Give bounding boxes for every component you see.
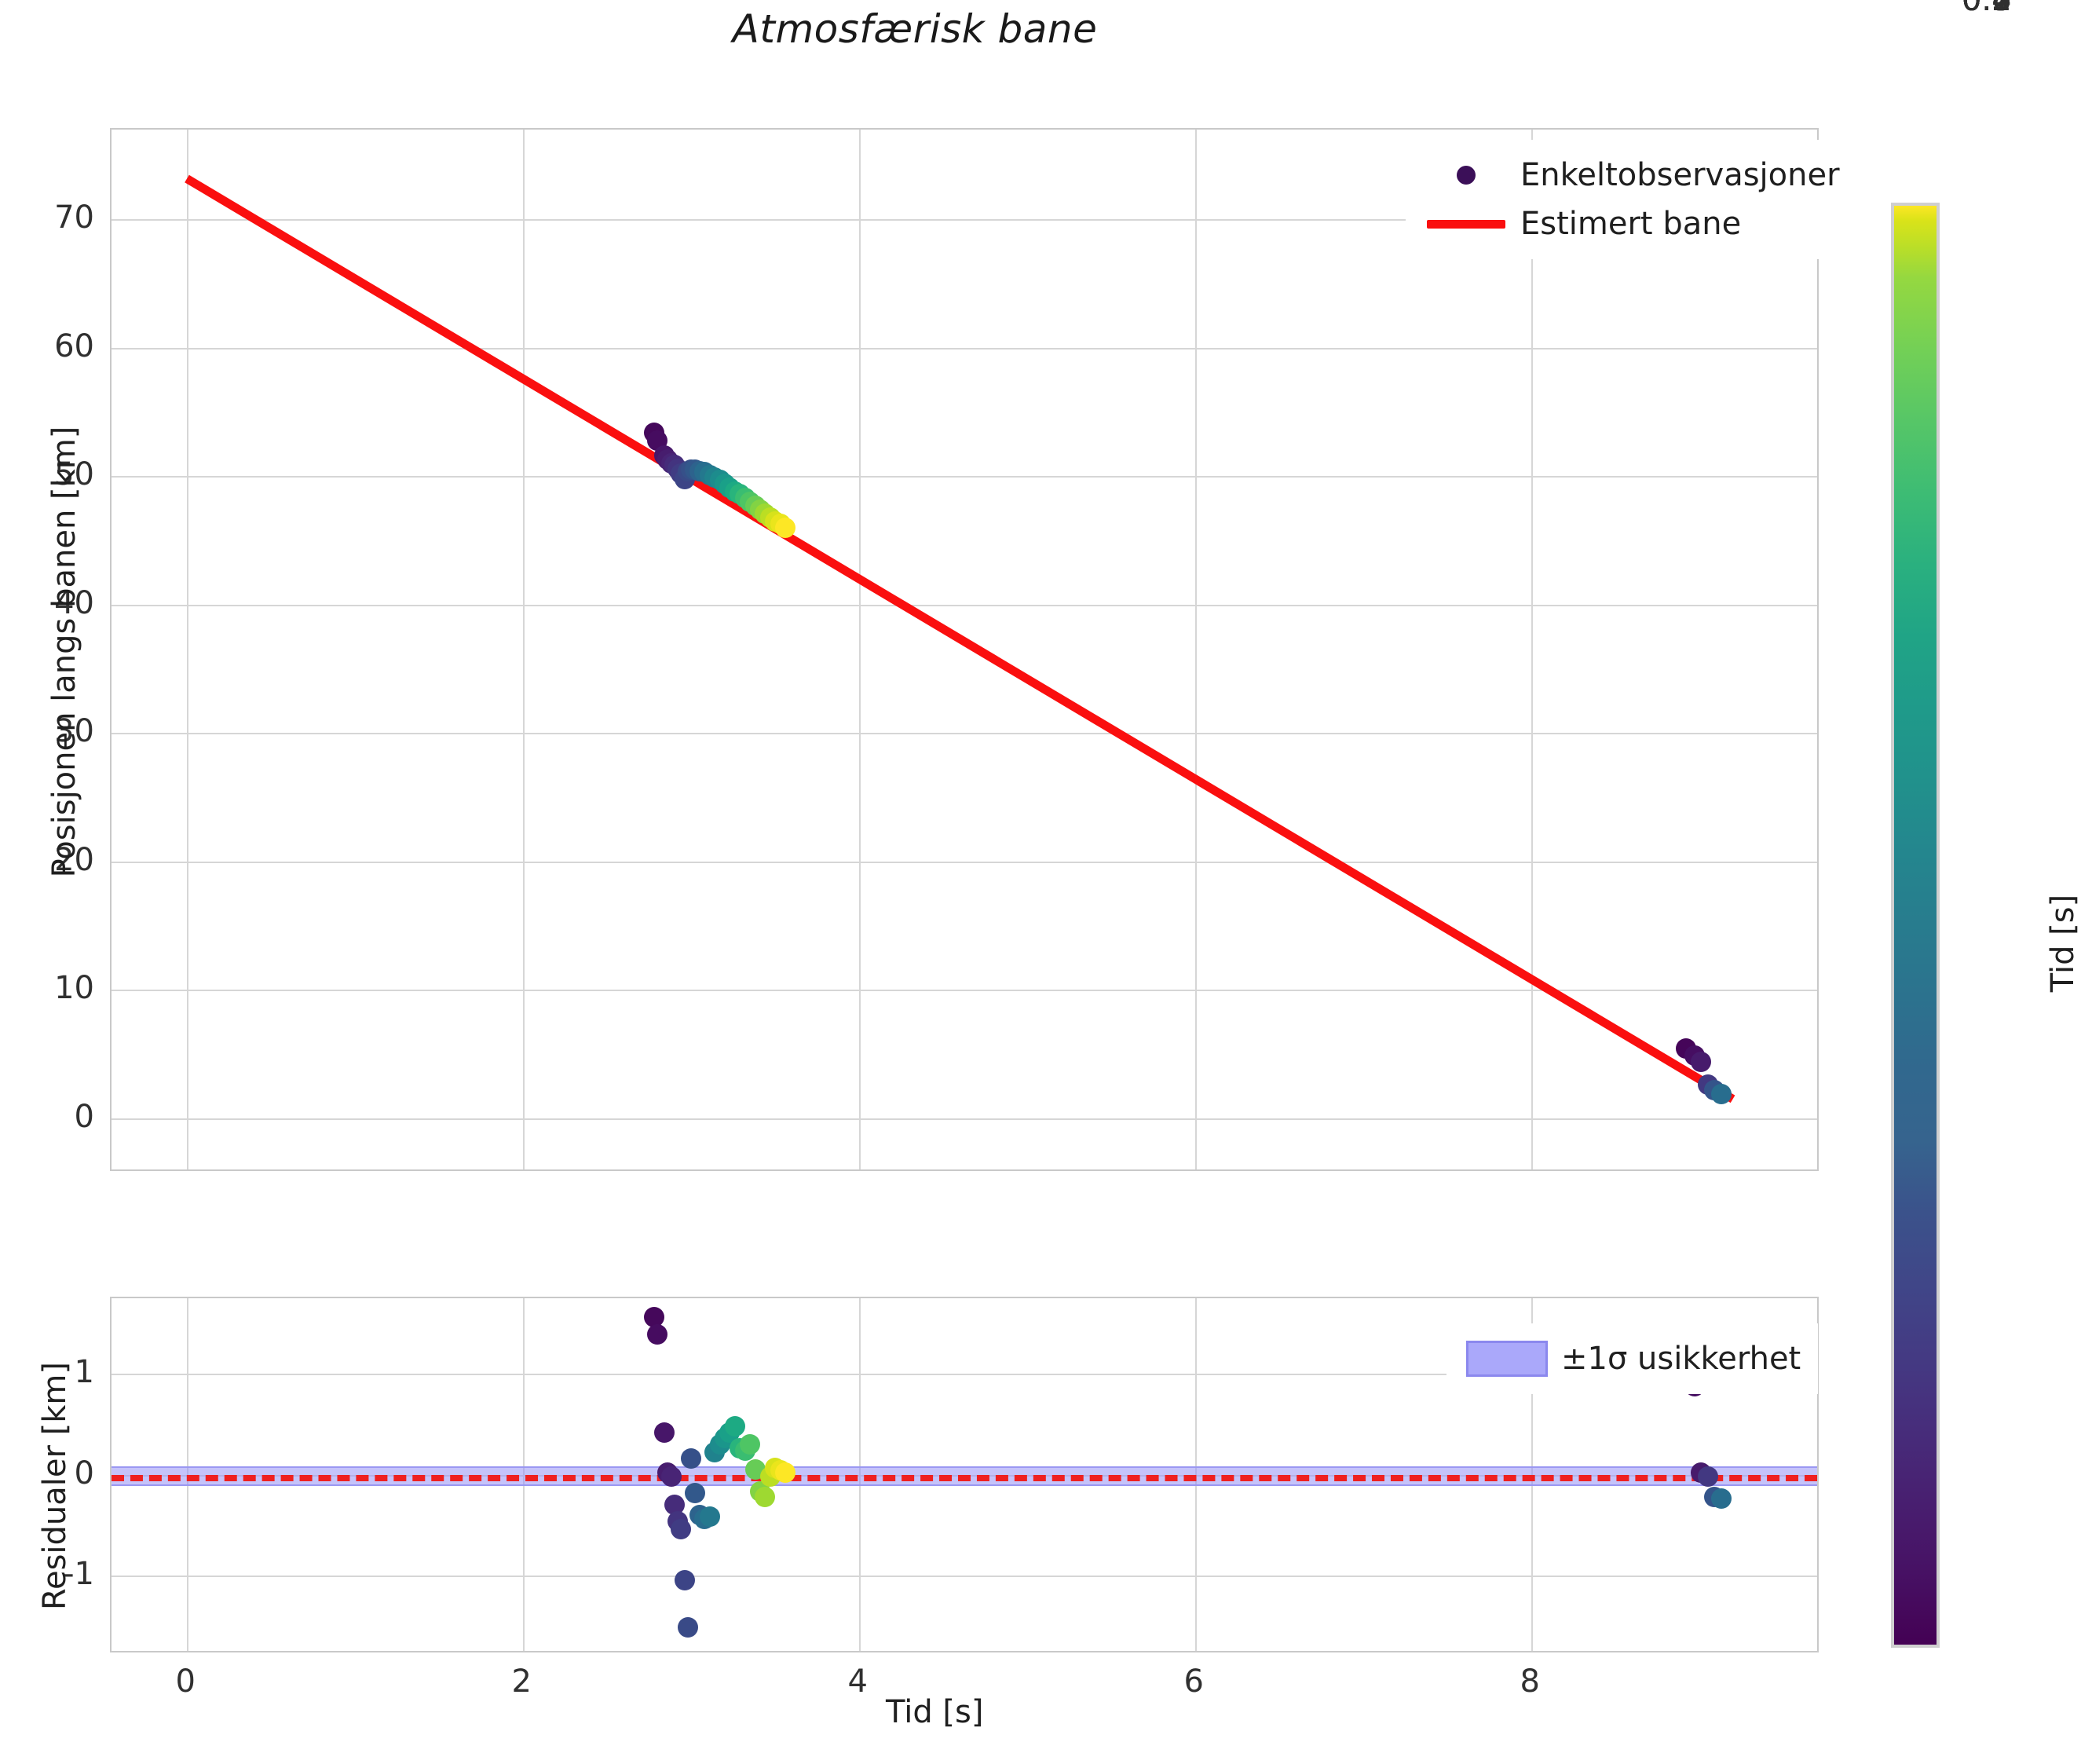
data-point	[1711, 1083, 1732, 1104]
x-tick-label: 2	[511, 1663, 532, 1700]
colorbar-tick-label: 0.5	[1962, 0, 2012, 18]
y-tick-label: 10	[54, 970, 94, 1007]
legend-item-fit-line: Estimert bane	[1420, 199, 1840, 248]
residuals-legend: ±1σ usikkerhet	[1446, 1323, 1819, 1394]
estimated-trajectory-line	[185, 174, 1735, 1103]
colorbar-tick-label: 0.0	[1962, 0, 2012, 18]
gridline-vertical	[1531, 130, 1534, 1169]
gridline-vertical	[523, 130, 525, 1169]
data-point	[684, 1482, 705, 1503]
data-point	[671, 1518, 692, 1539]
data-point	[647, 1324, 668, 1345]
y-tick-label: 60	[54, 328, 94, 364]
colorbar-title: Tid [s]	[2045, 894, 2081, 993]
residual-y-tick-label: 0	[74, 1455, 94, 1491]
trajectory-y-axis-title: Posisjonen langs banen [km]	[46, 426, 82, 878]
y-tick-label: 50	[54, 456, 94, 493]
residual-y-tick-label: 1	[74, 1354, 94, 1391]
gridline-horizontal	[112, 219, 1817, 221]
colorbar-tick-label: 0.1	[1962, 0, 2012, 18]
colorbar-tick-label: 0.2	[1962, 0, 2012, 18]
legend-item-sigma-band: ±1σ usikkerhet	[1461, 1334, 1801, 1383]
zero-reference-line	[112, 1474, 1817, 1481]
gridline-horizontal	[112, 1118, 1817, 1120]
gridline-horizontal	[112, 1374, 1817, 1376]
colorbar-tick-label: 0.4	[1962, 0, 2012, 18]
gridline-horizontal	[112, 861, 1817, 863]
data-point	[1697, 1466, 1718, 1488]
gridline-vertical	[859, 130, 861, 1169]
legend-item-observations: Enkeltobservasjoner	[1420, 151, 1840, 199]
trajectory-legend: Enkeltobservasjoner Estimert bane	[1406, 140, 1857, 259]
data-point	[724, 1415, 745, 1436]
residual-y-tick-label: -1	[63, 1555, 94, 1592]
data-point	[775, 517, 796, 538]
x-axis-title: Tid [s]	[886, 1694, 984, 1730]
data-point	[674, 1570, 695, 1591]
colorbar-tick-label: 0.6	[1962, 0, 2012, 18]
gridline-horizontal	[112, 476, 1817, 478]
y-tick-label: 0	[74, 1098, 94, 1135]
data-point	[740, 1434, 761, 1455]
y-tick-label: 70	[54, 199, 94, 236]
legend-label-observations: Enkeltobservasjoner	[1520, 157, 1840, 193]
line-swatch-icon	[1420, 219, 1512, 229]
data-point	[681, 1447, 702, 1469]
gridline-horizontal	[112, 604, 1817, 606]
x-tick-label: 0	[175, 1663, 196, 1700]
gridline-horizontal	[112, 347, 1817, 350]
data-point	[699, 1506, 720, 1528]
colorbar	[1891, 203, 1940, 1648]
legend-label-fit-line: Estimert bane	[1520, 206, 1742, 242]
colorbar-gradient	[1891, 203, 1940, 1648]
gridline-horizontal	[112, 990, 1817, 992]
data-point	[677, 1617, 698, 1638]
data-point	[654, 1422, 675, 1443]
y-tick-label: 30	[54, 713, 94, 750]
data-point	[1711, 1488, 1732, 1510]
data-point	[1691, 1051, 1712, 1072]
gridline-horizontal	[112, 1575, 1817, 1577]
data-point	[775, 1462, 796, 1483]
x-tick-label: 4	[847, 1663, 868, 1700]
x-tick-label: 6	[1183, 1663, 1204, 1700]
figure-title: Atmosfærisk bane	[732, 6, 1098, 52]
colorbar-tick-label: 0.7	[1962, 0, 2012, 18]
data-point	[660, 1466, 682, 1488]
gridline-vertical	[187, 130, 189, 1169]
data-point	[755, 1486, 776, 1507]
scatter-dot-icon	[1420, 166, 1512, 185]
residuals-y-axis-title: Residualer [km]	[37, 1361, 73, 1611]
data-point	[644, 1307, 665, 1328]
legend-label-sigma-band: ±1σ usikkerhet	[1561, 1341, 1801, 1377]
x-tick-label: 8	[1520, 1663, 1540, 1700]
band-swatch-icon	[1461, 1341, 1553, 1377]
gridline-horizontal	[112, 733, 1817, 735]
trajectory-plot-area	[110, 128, 1819, 1171]
y-tick-label: 20	[54, 841, 94, 878]
y-tick-label: 40	[54, 584, 94, 621]
gridline-vertical	[1195, 130, 1198, 1169]
colorbar-tick-label: 0.3	[1962, 0, 2012, 18]
